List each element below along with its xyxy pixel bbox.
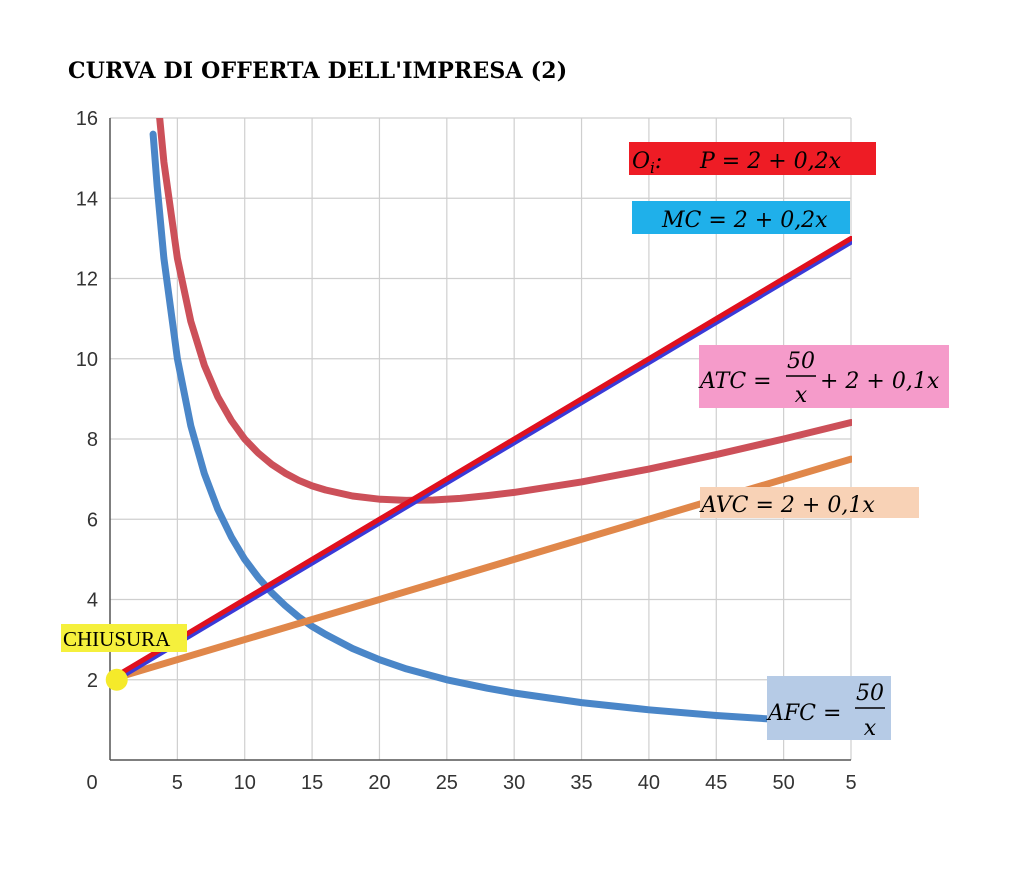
svg-text:Oi:: Oi: — [632, 149, 662, 177]
y-tick-label: 10 — [76, 349, 98, 371]
label-chiusura: CHIUSURA — [61, 624, 187, 652]
series-atc-line — [156, 118, 852, 504]
label-atc-bg — [699, 345, 949, 408]
label-oi: Oi: P = 2 + 0,2x — [629, 142, 876, 177]
x-tick-label: 40 — [638, 772, 660, 794]
y-tick-label: 12 — [76, 269, 98, 291]
label-atc-lhs: ATC = — [698, 369, 772, 394]
label-avc: AVC = 2 + 0,1x — [699, 487, 919, 518]
x-tick-label: 45 — [705, 772, 727, 794]
label-afc-den: x — [864, 716, 877, 741]
chart-title: CURVA DI OFFERTA DELL'IMPRESA (2) — [68, 58, 568, 84]
x-tick-label: 35 — [570, 772, 592, 794]
label-avc-bg — [700, 487, 919, 518]
y-tick-label: 14 — [76, 188, 98, 210]
label-oi-bg — [629, 142, 876, 175]
label-atc-den: x — [795, 383, 808, 408]
label-chiusura-bg — [61, 624, 187, 652]
label-oi-eq: P = 2 + 0,2x — [699, 149, 842, 174]
x-tick-label: 5 — [172, 772, 183, 794]
label-chiusura-text: CHIUSURA — [63, 627, 171, 651]
y-tick-label: 6 — [87, 509, 98, 531]
label-avc-eq: AVC = 2 + 0,1x — [699, 493, 875, 518]
series-afc-line — [149, 130, 788, 724]
label-atc-num: 50 — [787, 349, 815, 374]
label-atc: ATC = 50 x + 2 + 0,1x — [698, 345, 949, 408]
label-oi-colon: : — [655, 149, 662, 174]
label-mc-bg — [632, 201, 850, 234]
y-tick-label: 2 — [87, 670, 98, 692]
x-tick-label: 30 — [503, 772, 525, 794]
x-tick-label: 15 — [301, 772, 323, 794]
label-mc-eq: MC = 2 + 0,2x — [661, 208, 828, 233]
marks — [105, 668, 128, 691]
y-tick-label: 16 — [76, 108, 98, 130]
tick-labels: 0 5 10 15 20 25 30 35 40 45 50 5 2 4 6 8 10 12 14 16 — [76, 108, 857, 794]
label-mc: MC = 2 + 0,2x — [632, 201, 850, 234]
label-oi-subject: O — [632, 149, 650, 174]
x-tick-label: 25 — [436, 772, 458, 794]
label-atc-rhs: + 2 + 0,1x — [820, 369, 940, 394]
y-tick-label: 8 — [87, 429, 98, 451]
x-tick-label: 10 — [234, 772, 256, 794]
y-tick-label: 4 — [87, 590, 98, 612]
x-tick-label: 0 — [86, 772, 97, 794]
x-tick-label: 20 — [368, 772, 390, 794]
label-oi-sub: i — [650, 159, 655, 177]
x-tick-label: 5 — [845, 772, 856, 794]
series-oi-line — [114, 235, 852, 679]
x-tick-label: 50 — [773, 772, 795, 794]
label-afc-lhs: AFC = — [766, 701, 841, 726]
shutdown-point — [105, 668, 128, 691]
curves — [112, 118, 852, 724]
label-afc-num: 50 — [856, 681, 884, 706]
label-afc: AFC = 50 x — [766, 676, 891, 741]
axes — [109, 118, 851, 761]
